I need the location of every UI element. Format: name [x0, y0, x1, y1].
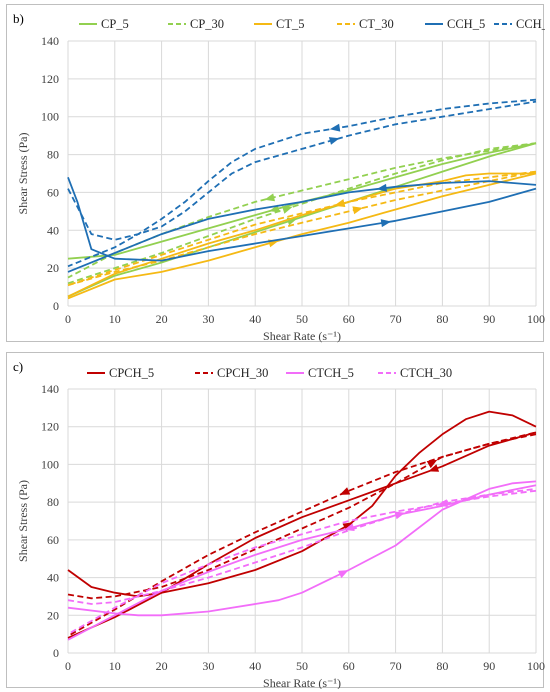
series-line-down	[67, 180, 537, 273]
legend: CPCH_5 CPCH_30 CTCH_5 CTCH_30	[87, 366, 452, 380]
direction-arrow-down	[329, 123, 341, 132]
x-tick-label: 0	[65, 659, 71, 673]
y-axis-title: Shear Stress (Pa)	[16, 133, 30, 215]
x-tick-label: 50	[296, 659, 308, 673]
direction-arrow-down	[437, 499, 448, 508]
direction-arrow-up	[328, 137, 340, 145]
series-line-up	[67, 170, 537, 287]
direction-arrow-up	[394, 511, 406, 520]
direction-arrow-up	[380, 219, 392, 228]
x-tick-label: 90	[483, 659, 495, 673]
x-tick-label: 40	[249, 659, 261, 673]
legend-label: CP_30	[190, 17, 224, 31]
x-tick-label: 20	[156, 312, 168, 326]
y-tick-label: 60	[47, 185, 59, 199]
y-tick-label: 20	[47, 608, 59, 622]
legend-label: CCH_30	[516, 17, 545, 31]
panel-label-c: c)	[13, 359, 24, 374]
chart-panel-b: 0 10 20 30 40 50 60 70 80 90 100 0 20 40 60 80 100 120 140…	[6, 4, 545, 343]
panel-label-b: b)	[13, 11, 24, 26]
gridlines	[67, 388, 537, 654]
direction-arrow-up	[342, 522, 354, 531]
x-tick-label: 70	[390, 659, 402, 673]
direction-arrow-down	[339, 487, 351, 495]
series-cch-30	[67, 98, 537, 268]
series-cpch-5	[67, 410, 537, 639]
legend-label: CTCH_5	[308, 366, 354, 380]
y-tick-label: 80	[47, 495, 59, 509]
y-tick-label: 40	[47, 571, 59, 585]
x-tick-label: 80	[436, 312, 448, 326]
legend-label: CTCH_30	[400, 366, 452, 380]
gridlines	[67, 40, 537, 307]
series-cch-5	[67, 176, 537, 273]
chart-b-svg: 0 10 20 30 40 50 60 70 80 90 100 0 20 40 60 80 100 120 140…	[16, 17, 545, 343]
legend-label: CPCH_5	[109, 366, 154, 380]
y-tick-label: 60	[47, 533, 59, 547]
y-tick-label: 120	[41, 420, 59, 434]
legend-label: CT_30	[359, 17, 394, 31]
direction-arrow-up	[352, 206, 363, 215]
direction-arrow-down	[264, 193, 275, 202]
series-line-up	[67, 142, 537, 298]
direction-arrow-up	[426, 459, 438, 469]
x-tick-label: 30	[202, 659, 214, 673]
x-tick-label: 30	[202, 312, 214, 326]
y-tick-label: 0	[53, 299, 59, 313]
x-tick-label: 10	[109, 659, 121, 673]
x-tick-label: 90	[483, 312, 495, 326]
x-tick-label: 0	[65, 312, 71, 326]
y-tick-label: 80	[47, 148, 59, 162]
direction-arrow-up	[337, 570, 349, 579]
x-tick-label: 20	[156, 659, 168, 673]
y-tick-label: 20	[47, 261, 59, 275]
x-tick-label: 60	[343, 659, 355, 673]
x-tick-label: 10	[109, 312, 121, 326]
series-line-up	[67, 172, 537, 300]
chart-c-svg: 0 10 20 30 40 50 60 70 80 90 100 0 20 40 60 80 100 120 140…	[16, 366, 545, 689]
y-tick-label: 100	[41, 457, 59, 471]
y-tick-label: 100	[41, 110, 59, 124]
x-tick-label: 80	[436, 659, 448, 673]
series-line-up	[67, 176, 537, 262]
y-tick-label: 140	[41, 34, 59, 48]
x-tick-label: 50	[296, 312, 308, 326]
x-tick-label: 60	[343, 312, 355, 326]
legend-label: CT_5	[276, 17, 304, 31]
direction-arrow-down	[334, 199, 346, 207]
series-line-down	[67, 431, 537, 639]
x-axis-title: Shear Rate (s⁻¹)	[263, 329, 341, 343]
direction-arrow-up	[282, 206, 293, 214]
x-axis-title: Shear Rate (s⁻¹)	[263, 676, 341, 689]
y-tick-label: 0	[53, 646, 59, 660]
series-line-down	[67, 489, 537, 635]
legend: CP_5 CP_30 CT_5 CT_30 CCH_5 CCH_30	[79, 17, 545, 31]
legend-label: CPCH_30	[217, 366, 268, 380]
series-line-up	[67, 480, 537, 617]
series-line-down	[67, 98, 537, 268]
legend-label: CCH_5	[447, 17, 485, 31]
series-line-up	[67, 100, 537, 241]
x-tick-label: 40	[249, 312, 261, 326]
series-ctch-30	[67, 488, 537, 635]
y-axis-title: Shear Stress (Pa)	[16, 480, 30, 562]
direction-arrow-down	[376, 183, 387, 192]
x-tick-label: 100	[527, 659, 545, 673]
y-tick-label: 40	[47, 223, 59, 237]
y-tick-label: 140	[41, 382, 59, 396]
y-tick-label: 120	[41, 72, 59, 86]
series-line-up	[67, 488, 537, 605]
chart-panel-c: 0 10 20 30 40 50 60 70 80 90 100 0 20 40 60 80 100 120 140…	[6, 352, 545, 689]
legend-label: CP_5	[101, 17, 129, 31]
x-tick-label: 100	[527, 312, 545, 326]
x-tick-label: 70	[390, 312, 402, 326]
direction-arrow-down	[428, 464, 440, 472]
